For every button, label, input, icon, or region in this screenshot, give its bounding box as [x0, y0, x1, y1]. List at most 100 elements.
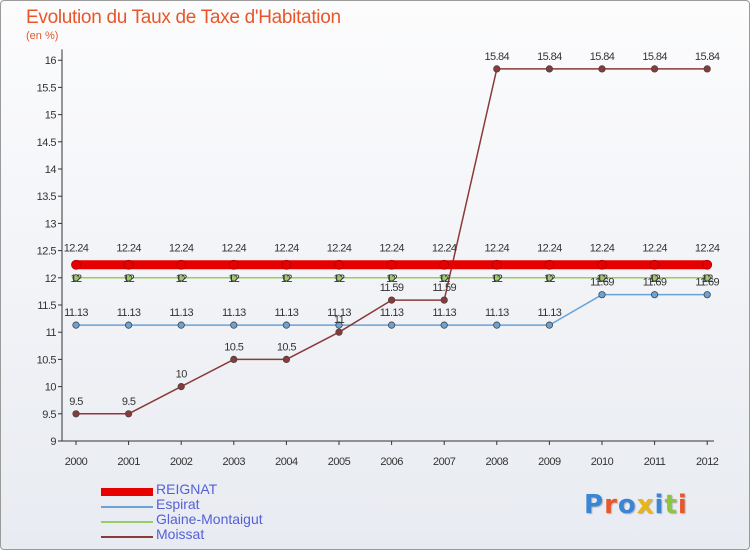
data-label: 12: [702, 273, 714, 285]
legend-label-moissat: Moissat: [156, 526, 205, 542]
data-point: [177, 321, 185, 329]
data-point: [440, 296, 448, 304]
chart-subtitle: (en %): [26, 30, 59, 42]
data-point: [650, 65, 659, 73]
data-label: 9.5: [122, 396, 136, 408]
data-point: [125, 274, 133, 282]
data-point: [334, 259, 344, 270]
data-label: 12: [281, 273, 293, 285]
x-tick-label: 2001: [117, 456, 140, 468]
data-label: 11.13: [432, 307, 456, 319]
data-label: 12.24: [64, 243, 89, 255]
data-point: [386, 259, 397, 270]
data-label: 12: [176, 273, 188, 285]
data-label: 12.24: [695, 243, 720, 255]
series-reignat: [71, 259, 713, 270]
data-label: 12.24: [432, 243, 457, 255]
data-label: 11.59: [432, 282, 456, 294]
legend-swatch-espirat: [101, 506, 153, 508]
chart-title: Evolution du Taux de Taxe d'Habitation: [26, 7, 341, 28]
data-label: 11.13: [327, 307, 351, 319]
data-point: [335, 274, 343, 282]
logo-letter: P: [584, 490, 605, 520]
data-point: [230, 274, 238, 282]
data-point: [545, 321, 554, 329]
data-point: [335, 328, 343, 336]
data-point: [230, 355, 238, 363]
data-point: [493, 65, 501, 73]
data-label: 12.24: [537, 243, 562, 255]
data-point: [282, 274, 290, 282]
x-tick-label: 2011: [644, 456, 666, 468]
y-tick-label: 14: [45, 164, 57, 176]
x-tick-label: 2012: [696, 456, 719, 468]
legend-label-reignat: REIGNAT: [156, 481, 218, 497]
data-label: 11.13: [538, 307, 562, 319]
data-point: [702, 259, 713, 270]
data-label: 9.5: [69, 396, 83, 408]
data-label: 12: [333, 273, 345, 285]
x-tick-label: 2004: [275, 456, 298, 468]
data-label: 12.24: [169, 243, 194, 255]
data-label: 12: [228, 273, 240, 285]
data-label: 11.13: [64, 307, 88, 319]
data-point: [281, 259, 292, 270]
x-tick-label: 2003: [223, 456, 246, 468]
data-point: [440, 321, 448, 329]
data-label: 12.24: [327, 243, 352, 255]
data-point: [125, 410, 133, 418]
data-label: 11.13: [222, 307, 246, 319]
series-glaine-montaigut: [72, 274, 711, 282]
data-label: 12.24: [379, 243, 404, 255]
data-point: [545, 274, 554, 282]
y-tick-label: 10: [45, 382, 57, 394]
data-label: 11.69: [695, 277, 719, 289]
data-point: [228, 259, 239, 270]
data-label: 15.84: [590, 51, 615, 63]
logo-letter: t: [664, 490, 678, 520]
y-tick-label: 11.5: [37, 300, 56, 312]
data-point: [125, 321, 133, 329]
y-tick-label: 16: [45, 55, 57, 67]
y-tick-label: 12: [45, 273, 57, 285]
data-point: [177, 382, 185, 391]
x-tick-label: 2007: [433, 456, 456, 468]
y-tick-label: 10.5: [37, 354, 57, 366]
legend-swatch-glaine-montaigut: [101, 521, 153, 523]
data-point: [493, 274, 501, 282]
data-point: [123, 259, 134, 270]
data-point: [335, 321, 343, 329]
data-label: 11.13: [169, 307, 193, 319]
data-label: 11.13: [380, 307, 404, 319]
x-tick-label: 2000: [65, 456, 88, 468]
logo-letter: o: [617, 490, 637, 520]
data-label: 12.24: [222, 243, 247, 255]
y-tick-label: 11: [46, 327, 57, 339]
data-label: 12.24: [274, 243, 299, 255]
data-point: [72, 274, 80, 282]
data-point: [282, 321, 290, 329]
data-point: [650, 274, 659, 282]
data-point: [493, 321, 501, 329]
y-tick-label: 9: [50, 436, 56, 448]
data-label: 15.84: [695, 51, 720, 63]
series-espirat: [72, 291, 711, 329]
legend-label-glaine-montaigut: Glaine-Montaigut: [156, 511, 263, 527]
proxiti-logo: Proxiti: [584, 490, 688, 520]
data-point: [282, 355, 290, 363]
x-tick-label: 2005: [328, 456, 351, 468]
data-point: [176, 259, 187, 270]
data-label: 10.5: [224, 341, 243, 353]
y-tick-label: 15: [45, 110, 57, 122]
data-label: 11: [334, 314, 345, 326]
series-moissat: [72, 65, 711, 418]
data-point: [230, 321, 238, 329]
data-label: 15.84: [642, 51, 667, 63]
data-point: [177, 274, 185, 282]
logo-letter: x: [636, 490, 655, 520]
data-point: [703, 65, 711, 73]
x-tick-label: 2002: [170, 456, 193, 468]
data-label: 12: [386, 273, 398, 285]
data-label: 15.84: [537, 51, 562, 63]
